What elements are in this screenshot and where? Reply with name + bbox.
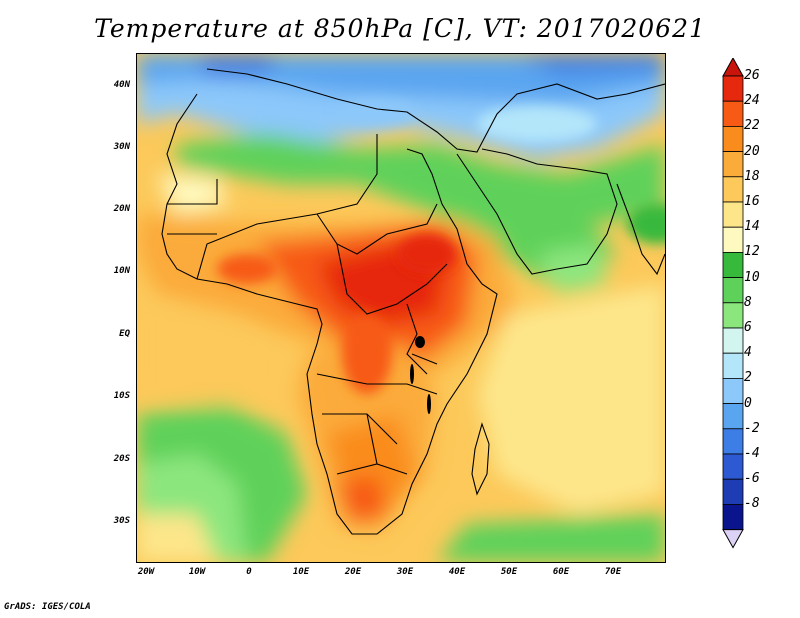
colorbar-swatch: [722, 126, 744, 153]
colorbar-swatch: [722, 503, 744, 530]
colorbar-tick-label: 10: [744, 269, 760, 285]
colorbar-under-triangle: [722, 529, 744, 549]
colorbar-swatch: [722, 403, 744, 430]
colorbar-tick-label: -8: [744, 496, 760, 512]
colorbar-swatch: [722, 251, 744, 278]
chart-title: Temperature at 850hPa [C], VT: 201702062…: [94, 14, 706, 43]
lakes: [410, 336, 431, 414]
lon-label-30e: 30E: [396, 567, 414, 577]
colorbar-swatch: [722, 327, 744, 354]
lon-label-40e: 40E: [448, 567, 466, 577]
colorbar-swatch: [722, 277, 744, 304]
credit-text: GrADS: IGES/COLA: [4, 602, 91, 612]
colorbar-tick-label: -6: [744, 471, 760, 487]
colorbar-swatch: [722, 201, 744, 228]
coastlines: [161, 68, 665, 535]
colorbar-tick-label: 4: [744, 345, 752, 361]
colorbar-tick-label: -2: [744, 420, 760, 436]
colorbar-swatch: [722, 226, 744, 253]
colorbar-swatch: [722, 377, 744, 404]
lon-label-20e: 20E: [344, 567, 362, 577]
colorbar-tick-label: 22: [744, 118, 760, 134]
colorbar-swatch: [722, 100, 744, 127]
lon-label-60e: 60E: [552, 567, 570, 577]
colorbar-swatch: [722, 302, 744, 329]
lon-label-10e: 10E: [292, 567, 310, 577]
colorbar-swatch: [722, 428, 744, 455]
lat-label-10s: 10S: [113, 391, 130, 401]
temperature-detail: [217, 100, 665, 394]
colorbar-swatches: [722, 58, 744, 549]
colorbar-swatch: [722, 478, 744, 505]
lat-label-eq: EQ: [119, 329, 130, 339]
colorbar-swatch: [722, 176, 744, 203]
colorbar-tick-label: 12: [744, 244, 760, 260]
colorbar-tick-label: 26: [744, 68, 760, 83]
colorbar-tick-label: 6: [744, 320, 752, 335]
colorbar-tick-label: 14: [744, 219, 760, 235]
lat-label-20n: 20N: [113, 204, 130, 214]
colorbar-tick-label: 8: [744, 294, 752, 310]
lon-label-50e: 50E: [500, 567, 518, 577]
lon-label-20w: 20W: [137, 567, 155, 577]
lat-label-20s: 20S: [113, 454, 130, 464]
lon-label-10w: 10W: [188, 567, 206, 577]
lat-label-30n: 30N: [113, 142, 130, 152]
colorbar-tick-label: 0: [744, 395, 752, 411]
map-panel: [136, 53, 666, 563]
colorbar-over-triangle: [722, 58, 744, 77]
colorbar-swatch: [722, 151, 744, 178]
lon-label-70e: 70E: [604, 567, 622, 577]
lat-label-10n: 10N: [113, 266, 130, 276]
colorbar-tick-label: 18: [744, 168, 760, 184]
temperature-map: [137, 54, 665, 562]
colorbar-tick-label: 16: [744, 194, 760, 209]
colorbar-swatch: [722, 453, 744, 480]
lat-label-30s: 30S: [113, 516, 130, 526]
lat-label-40n: 40N: [113, 80, 130, 90]
colorbar-swatch: [722, 352, 744, 379]
colorbar-swatch: [722, 75, 744, 102]
colorbar-tick-label: 20: [744, 143, 760, 159]
lon-label-0: 0: [246, 567, 252, 577]
colorbar-tick-label: 24: [744, 93, 760, 109]
colorbar-tick-label: -4: [744, 446, 760, 461]
temperature-fields: [137, 54, 665, 562]
colorbar-tick-label: 2: [744, 370, 752, 386]
